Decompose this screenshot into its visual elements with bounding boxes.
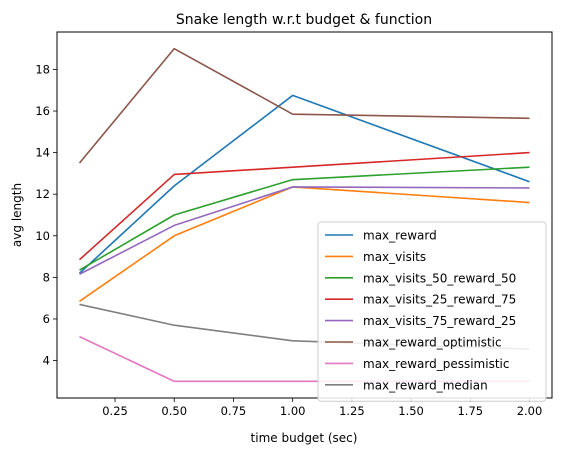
- series-line-2: [79, 166, 530, 271]
- series-line-4: [79, 186, 530, 275]
- y-tick-label: 10: [35, 229, 50, 243]
- y-tick-label: 14: [35, 146, 50, 160]
- y-tick-label: 6: [43, 312, 50, 326]
- y-tick-label: 12: [35, 187, 50, 201]
- y-axis: 4 6 8 10 12 14 16 18: [35, 62, 57, 368]
- y-tick-label: 18: [35, 62, 50, 76]
- x-axis-label: time budget (sec): [251, 431, 358, 445]
- x-tick-label: 2.00: [517, 404, 543, 418]
- legend-box: [317, 221, 547, 402]
- legend-label: max_reward_median: [363, 378, 488, 392]
- series-line-3: [78, 151, 530, 261]
- legend-label: max_visits_75_reward_25: [363, 314, 516, 328]
- y-tick-label: 16: [35, 104, 50, 118]
- series-line-0: [78, 94, 530, 274]
- legend-label: max_reward: [363, 229, 437, 243]
- legend-label: max_visits: [363, 250, 426, 264]
- y-tick-label: 8: [43, 270, 50, 284]
- x-axis: 0.25 0.50 0.75 1.00 1.25 1.50 1.75 2.00: [102, 398, 542, 418]
- x-tick-label: 1.50: [398, 404, 424, 418]
- chart-title: Snake length w.r.t budget & function: [176, 12, 432, 28]
- x-tick-label: 1.25: [339, 404, 365, 418]
- series-line-5: [78, 47, 530, 164]
- x-tick-label: 0.75: [221, 404, 247, 418]
- x-tick-label: 1.75: [457, 404, 483, 418]
- legend-label: max_reward_optimistic: [363, 336, 502, 350]
- y-tick-label: 4: [43, 354, 50, 368]
- x-tick-label: 1.00: [280, 404, 306, 418]
- legend-label: max_visits_50_reward_50: [363, 271, 516, 285]
- x-tick-label: 0.25: [102, 404, 128, 418]
- legend-label: max_visits_25_reward_75: [363, 293, 516, 307]
- legend: max_reward max_visits max_visits_50_reward…: [317, 221, 547, 402]
- y-axis-label: avg length: [10, 183, 24, 247]
- x-tick-label: 0.50: [161, 404, 187, 418]
- series-line-1: [79, 186, 530, 302]
- legend-label: max_reward_pessimistic: [363, 357, 509, 371]
- plot-frame: [56, 31, 553, 399]
